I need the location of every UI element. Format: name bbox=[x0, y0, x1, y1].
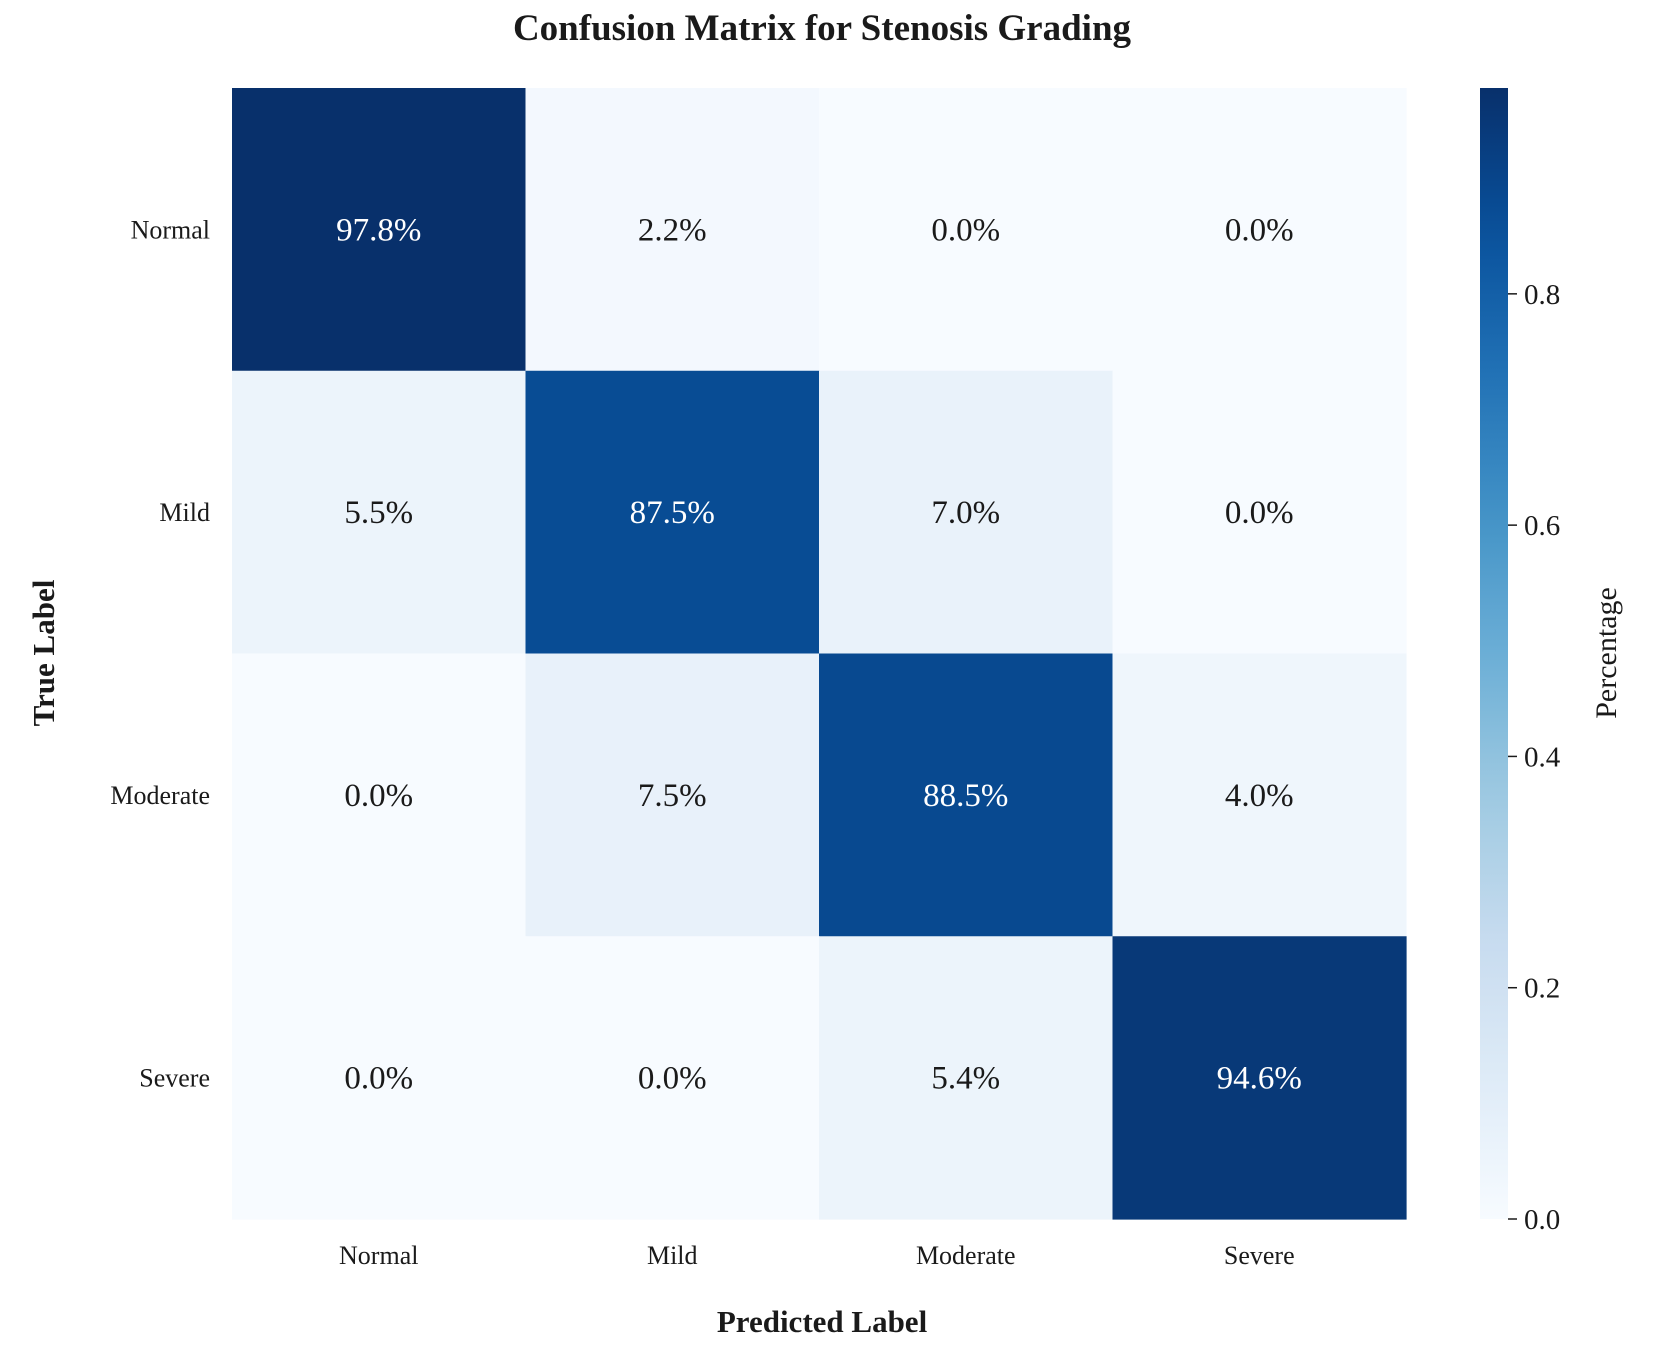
heatmap-cell-label: 97.8% bbox=[336, 212, 421, 248]
heatmap-cell bbox=[819, 88, 1114, 372]
heatmap-cell bbox=[232, 370, 527, 655]
heatmap-cell-label: 5.5% bbox=[344, 495, 413, 531]
y-axis-label: True Label bbox=[26, 579, 61, 726]
heatmap-cell-label: 0.0% bbox=[638, 1061, 707, 1097]
heatmap-cell bbox=[232, 936, 527, 1220]
heatmap-cells bbox=[232, 88, 1407, 1220]
chart-title: Confusion Matrix for Stenosis Grading bbox=[513, 8, 1132, 49]
colorbar bbox=[1480, 88, 1508, 1219]
heatmap-cell-label: 0.0% bbox=[1225, 495, 1294, 531]
heatmap-cell-label: 0.0% bbox=[931, 212, 1000, 248]
y-tick-label: Severe bbox=[139, 1064, 210, 1093]
heatmap-cell bbox=[819, 653, 1114, 937]
heatmap-cell bbox=[525, 653, 820, 937]
heatmap-cell-label: 4.0% bbox=[1225, 778, 1294, 814]
x-tick-label: Normal bbox=[339, 1241, 418, 1270]
heatmap-cell-label: 5.4% bbox=[931, 1061, 1000, 1097]
heatmap-cell bbox=[1112, 88, 1407, 372]
y-axis-ticks: Normal Mild Moderate Severe bbox=[110, 215, 210, 1092]
heatmap-cell-label: 7.0% bbox=[931, 495, 1000, 531]
heatmap-cell bbox=[1112, 936, 1407, 1220]
x-axis-ticks: Normal Mild Moderate Severe bbox=[339, 1241, 1295, 1270]
y-tick-label: Moderate bbox=[110, 781, 210, 810]
colorbar-label: Percentage bbox=[1590, 587, 1623, 719]
colorbar-tick-label: 0.0 bbox=[1524, 1204, 1560, 1236]
x-tick-label: Moderate bbox=[916, 1241, 1016, 1270]
heatmap-cell-label: 87.5% bbox=[630, 495, 715, 531]
heatmap-cell bbox=[232, 653, 527, 937]
heatmap-cell bbox=[525, 88, 820, 372]
colorbar-tick-label: 0.8 bbox=[1524, 279, 1560, 311]
heatmap-cell-label: 7.5% bbox=[638, 778, 707, 814]
heatmap-cell-label: 0.0% bbox=[344, 778, 413, 814]
heatmap-cell bbox=[819, 936, 1114, 1220]
heatmap-cell bbox=[525, 370, 820, 655]
heatmap-cell bbox=[232, 88, 527, 372]
x-tick-label: Severe bbox=[1224, 1241, 1295, 1270]
colorbar-tick-label: 0.6 bbox=[1524, 510, 1560, 542]
heatmap-cell-label: 0.0% bbox=[1225, 212, 1294, 248]
y-tick-label: Normal bbox=[131, 215, 210, 244]
heatmap-cell-label: 2.2% bbox=[638, 212, 707, 248]
heatmap-cell bbox=[819, 370, 1114, 655]
y-tick-label: Mild bbox=[159, 498, 210, 527]
heatmap-cell-label: 88.5% bbox=[923, 778, 1008, 814]
colorbar-ticks: 0.0 0.2 0.4 0.6 0.8 bbox=[1508, 279, 1561, 1236]
colorbar-tick-label: 0.4 bbox=[1524, 741, 1561, 773]
heatmap-cell-label: 94.6% bbox=[1217, 1061, 1302, 1097]
colorbar-tick-label: 0.2 bbox=[1524, 973, 1560, 1005]
heatmap-cell bbox=[1112, 370, 1407, 655]
heatmap-cell-label: 0.0% bbox=[344, 1061, 413, 1097]
heatmap-cell bbox=[1112, 653, 1407, 937]
heatmap-cell bbox=[525, 936, 820, 1220]
heatmap-cell-labels: 97.8% 2.2% 0.0% 0.0% 5.5% 87.5% 7.0% 0.0% 0.0% 7.… bbox=[336, 212, 1302, 1096]
x-tick-label: Mild bbox=[647, 1241, 698, 1270]
x-axis-label: Predicted Label bbox=[717, 1304, 928, 1339]
